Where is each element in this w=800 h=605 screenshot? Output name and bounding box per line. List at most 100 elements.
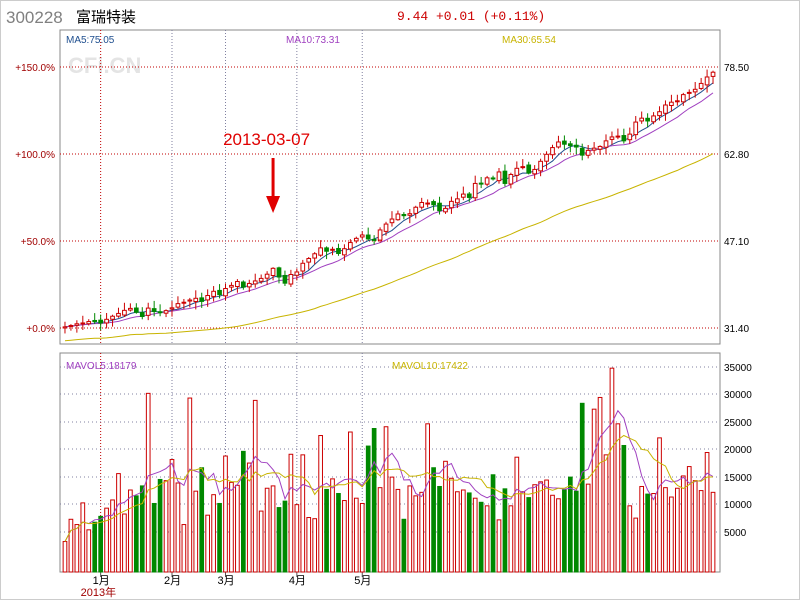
volume-bar <box>348 431 353 573</box>
volume-bar <box>585 483 591 573</box>
volume-bar <box>353 497 359 573</box>
candle-body <box>603 140 609 148</box>
volume-bar <box>92 521 98 573</box>
volume-bar <box>128 489 133 573</box>
volume-bar <box>330 478 335 573</box>
candle <box>288 269 294 287</box>
volume-bar <box>478 501 484 573</box>
candle-body <box>175 303 181 308</box>
candle <box>246 279 252 293</box>
volume-bar <box>639 485 645 573</box>
candle-body <box>365 234 371 240</box>
candle <box>193 290 199 310</box>
ma5-line <box>64 82 714 328</box>
candle-body <box>342 248 347 256</box>
x-sub-label: 2013年 <box>81 585 116 599</box>
candle <box>609 131 615 145</box>
candle-body <box>455 198 460 204</box>
candle-body <box>139 312 145 318</box>
candle-body <box>169 307 175 310</box>
candle-body <box>490 177 496 180</box>
candle <box>377 227 383 243</box>
candle <box>205 289 211 307</box>
volume-bar <box>455 491 460 573</box>
candle <box>431 199 436 211</box>
volume-bar <box>645 493 650 573</box>
stock-name: 富瑞特装 <box>76 8 136 26</box>
candle-body <box>579 147 585 156</box>
candle <box>490 175 496 181</box>
candle <box>413 205 419 219</box>
candle <box>538 158 543 177</box>
candle <box>324 246 329 260</box>
candle-body <box>330 248 335 251</box>
candle <box>562 135 567 150</box>
volume-bar <box>359 502 365 573</box>
candle <box>169 301 175 317</box>
candle <box>692 82 698 98</box>
candle-body <box>276 267 282 278</box>
volume-tick-label: 30000 <box>724 390 752 401</box>
annotation-label: 2013-03-07 <box>223 130 310 149</box>
candle-body <box>466 193 472 198</box>
candle-body <box>567 143 573 147</box>
candle <box>675 94 680 106</box>
volume-bar <box>86 529 92 573</box>
volume-bar <box>550 494 555 573</box>
candle <box>175 296 181 309</box>
volume-bar <box>579 402 585 573</box>
candle-body <box>621 135 627 142</box>
price-legend-item: MA5:75.05 <box>66 35 115 46</box>
volume-bar <box>704 452 710 573</box>
volume-bar <box>449 477 454 573</box>
candle-body <box>597 145 603 150</box>
volume-tick-label: 25000 <box>724 418 752 429</box>
stock-code: 300228 <box>6 8 63 27</box>
volume-bar <box>443 460 448 573</box>
volume-bar <box>145 392 151 573</box>
candle-body <box>383 223 389 232</box>
candle-body <box>300 262 306 272</box>
annotation-arrow-head <box>266 196 281 213</box>
volume-bar <box>175 482 181 573</box>
candle-body <box>460 193 466 198</box>
candle-body <box>151 308 157 312</box>
volume-bar <box>621 444 627 573</box>
candle-body <box>98 319 103 324</box>
volume-bar <box>562 489 567 573</box>
candle-body <box>68 324 74 327</box>
candle-body <box>449 200 454 209</box>
candle-body <box>437 202 442 212</box>
candle-body <box>651 115 656 123</box>
volume-bar <box>680 475 686 573</box>
volume-bar <box>116 473 121 573</box>
candle <box>443 206 448 214</box>
candle-body <box>318 247 323 256</box>
ma30-line <box>64 153 714 342</box>
candle-body <box>686 91 692 94</box>
candle-body <box>163 310 169 314</box>
candle <box>62 321 68 334</box>
volume-bar <box>615 423 621 573</box>
candle-body <box>401 214 407 217</box>
candle-body <box>80 322 86 325</box>
volume-bar <box>663 487 668 573</box>
candle <box>145 302 151 321</box>
candle <box>401 212 407 220</box>
candle-body <box>478 182 484 185</box>
volume-bar <box>502 488 508 573</box>
candle <box>478 176 484 189</box>
candle <box>455 191 460 209</box>
candle-body <box>508 173 514 185</box>
candle <box>639 111 645 124</box>
volume-bar <box>603 454 609 573</box>
volume-bar <box>288 453 294 573</box>
candle-body <box>520 166 526 169</box>
candle-body <box>377 229 383 241</box>
candle <box>312 252 318 265</box>
candle-body <box>472 182 478 199</box>
candle <box>585 145 591 159</box>
y-left-tick-label: +100.0% <box>15 150 55 161</box>
volume-legend-item: MAVOL5:18179 <box>66 361 137 372</box>
candle <box>353 236 359 244</box>
